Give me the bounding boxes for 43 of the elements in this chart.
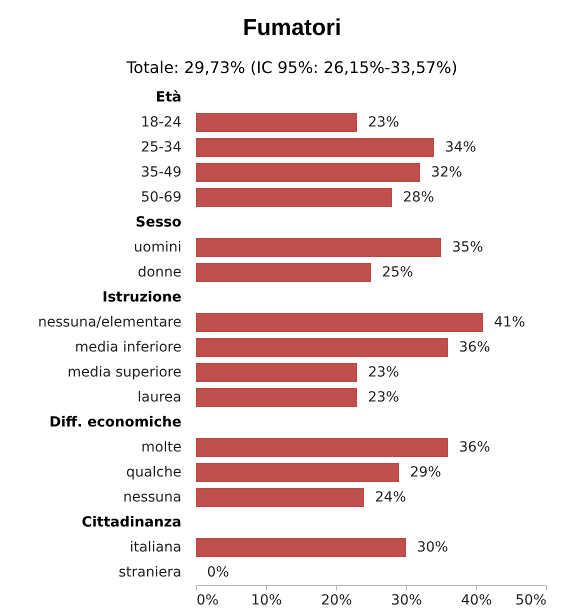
- x-tick-label: 30%: [390, 592, 422, 608]
- y-tick-label: nessuna: [123, 490, 182, 506]
- y-tick-label: 18-24: [140, 114, 182, 130]
- data-label: 36%: [459, 440, 490, 456]
- x-tick-label: 50%: [515, 592, 546, 608]
- data-label: 36%: [459, 340, 490, 356]
- chart-subtitle: Totale: 29,73% (IC 95%: 26,15%-33,57%): [125, 58, 458, 77]
- data-label: 24%: [375, 490, 406, 506]
- y-tick-label: Cittadinanza: [82, 514, 182, 530]
- y-tick-label: molte: [141, 440, 182, 456]
- x-tick-label: 20%: [320, 592, 352, 608]
- data-label: 25%: [382, 264, 414, 280]
- y-tick-label: 35-49: [140, 164, 182, 180]
- chart-title: Fumatori: [242, 14, 342, 40]
- y-tick-label: Età: [156, 90, 182, 106]
- data-label: 29%: [410, 464, 442, 480]
- x-tick-label: 10%: [250, 592, 282, 608]
- x-tick-label: 0%: [196, 592, 219, 608]
- data-label: 23%: [368, 114, 400, 130]
- data-label: 23%: [368, 390, 400, 406]
- y-tick-label: italiana: [130, 540, 182, 556]
- y-tick-label: laurea: [138, 390, 182, 406]
- x-tick-label: 40%: [460, 592, 492, 608]
- y-tick-label: donne: [138, 264, 182, 280]
- y-tick-label: 25-34: [140, 140, 182, 156]
- y-tick-label: uomini: [134, 240, 182, 256]
- data-label: 35%: [452, 240, 484, 256]
- y-tick-label: 50-69: [140, 190, 182, 206]
- data-label: 23%: [368, 364, 400, 380]
- y-tick-label: qualche: [126, 464, 182, 480]
- data-label: 32%: [431, 164, 462, 180]
- data-label: 28%: [403, 190, 434, 206]
- y-tick-label: media superiore: [68, 364, 182, 380]
- y-tick-label: straniera: [118, 564, 182, 580]
- data-label: 30%: [417, 540, 448, 556]
- y-tick-label: nessuna/elementare: [38, 314, 182, 330]
- data-label: 41%: [494, 314, 526, 330]
- y-tick-label: Diff. economiche: [49, 414, 182, 430]
- data-label: 0%: [207, 564, 230, 580]
- y-tick-label: Sesso: [136, 214, 182, 230]
- y-tick-label: Istruzione: [102, 290, 182, 306]
- data-label: 34%: [445, 140, 476, 156]
- y-tick-label: media inferiore: [74, 340, 182, 356]
